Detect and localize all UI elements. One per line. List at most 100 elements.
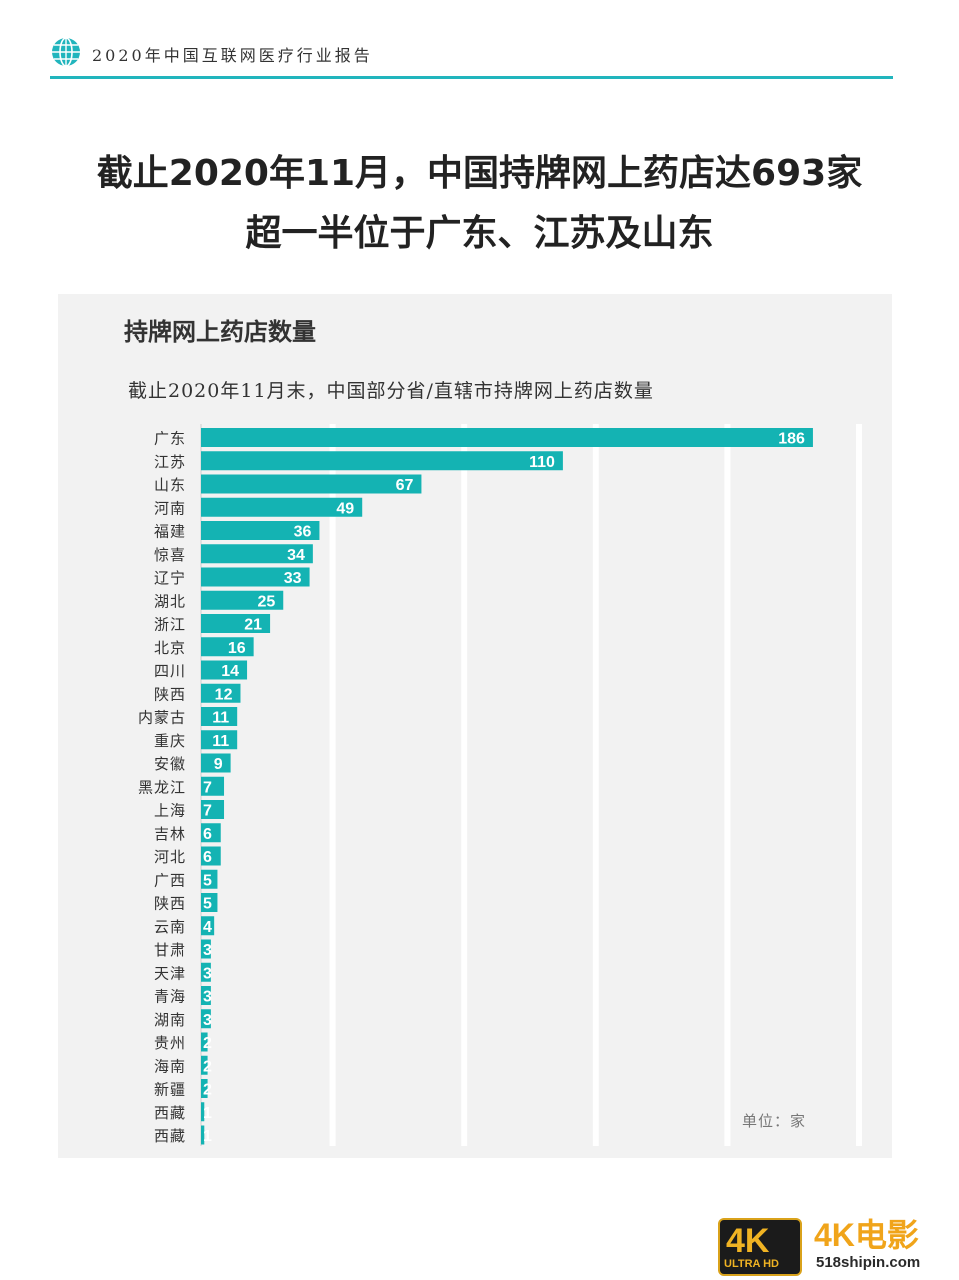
bar	[201, 544, 313, 564]
watermark: 4K ULTRA HD 4K电影 518shipin.com	[718, 1200, 959, 1280]
category-label: 河南	[154, 499, 186, 517]
bar	[201, 1055, 208, 1075]
bar	[201, 1125, 205, 1145]
data-label: 9	[214, 756, 223, 773]
data-label: 1	[203, 1105, 212, 1122]
category-label: 河北	[154, 848, 186, 866]
watermark-badge-big: 4K	[726, 1222, 770, 1260]
category-label: 北京	[154, 639, 186, 657]
bar	[201, 916, 215, 936]
category-label: 陕西	[154, 685, 186, 703]
bar	[201, 823, 221, 843]
bar	[201, 846, 221, 866]
bar	[201, 869, 218, 889]
bar	[201, 986, 211, 1005]
report-title: 2020年中国互联网医疗行业报告	[92, 46, 373, 65]
category-label: 重庆	[154, 732, 186, 750]
data-label: 33	[284, 570, 302, 587]
bar	[201, 800, 225, 819]
data-label: 12	[215, 686, 233, 703]
category-label: 湖南	[154, 1011, 186, 1029]
chart-title: 持牌网上药店数量	[124, 318, 316, 346]
bar	[201, 637, 254, 657]
data-label: 3	[203, 989, 212, 1006]
data-label: 5	[203, 896, 212, 913]
data-label: 21	[244, 617, 262, 634]
category-label: 青海	[154, 988, 186, 1006]
bar	[201, 590, 284, 610]
category-label: 黑龙江	[138, 778, 186, 796]
category-label: 甘肃	[154, 941, 186, 959]
category-label: 贵州	[154, 1034, 186, 1052]
category-label: 山东	[154, 476, 186, 494]
bar	[201, 567, 310, 587]
watermark-url: 518shipin.com	[816, 1254, 921, 1271]
bar	[201, 683, 241, 703]
category-label: 海南	[154, 1057, 186, 1075]
bar	[201, 1079, 208, 1098]
data-label: 11	[212, 710, 229, 727]
category-label: 云南	[154, 918, 186, 936]
category-label: 天津	[154, 964, 186, 982]
data-label: 3	[203, 965, 212, 982]
bar	[201, 753, 231, 773]
bar	[201, 893, 218, 912]
bar	[201, 962, 211, 982]
data-label: 7	[203, 803, 212, 820]
bar	[201, 707, 238, 726]
data-label: 2	[203, 1058, 212, 1075]
category-label: 新疆	[154, 1081, 186, 1099]
data-label: 2	[203, 1082, 212, 1099]
bar	[201, 1009, 211, 1029]
bar	[201, 428, 813, 447]
watermark-brand: 4K电影	[814, 1217, 919, 1253]
report-header: 2020年中国互联网医疗行业报告	[50, 36, 893, 76]
bar	[201, 776, 225, 796]
category-label: 福建	[154, 523, 186, 541]
data-label: 110	[529, 454, 555, 471]
bar	[201, 451, 563, 471]
data-label: 1	[203, 1128, 212, 1145]
category-label: 广东	[154, 430, 186, 448]
bar	[201, 1102, 205, 1122]
category-label: 江苏	[154, 453, 186, 471]
bar	[201, 497, 363, 517]
watermark-badge: 4K ULTRA HD	[718, 1218, 802, 1276]
data-label: 2	[203, 1035, 212, 1052]
category-label: 吉林	[154, 825, 186, 843]
unit-label: 单位：家	[742, 1112, 807, 1130]
bar	[201, 474, 422, 494]
data-label: 67	[396, 477, 414, 494]
data-label: 7	[203, 779, 212, 796]
header-divider	[50, 76, 893, 79]
category-label: 惊喜	[154, 546, 186, 564]
bar	[201, 939, 211, 959]
category-label: 四川	[154, 662, 186, 680]
headline-line-1: 截止2020年11月，中国持牌网上药店达693家	[96, 153, 863, 194]
category-label: 辽宁	[154, 569, 186, 587]
data-label: 16	[228, 640, 246, 657]
data-label: 6	[203, 849, 212, 866]
category-label: 上海	[154, 802, 186, 820]
category-label: 浙江	[154, 616, 186, 634]
data-label: 3	[203, 1012, 212, 1029]
data-label: 6	[203, 826, 212, 843]
category-label: 西藏	[154, 1127, 186, 1145]
bar	[201, 521, 320, 540]
data-label: 25	[257, 593, 275, 610]
category-label: 陕西	[154, 895, 186, 913]
data-label: 11	[212, 733, 229, 750]
category-label: 安徽	[154, 755, 186, 773]
watermark-badge-small: ULTRA HD	[724, 1258, 779, 1270]
bar	[201, 1032, 208, 1052]
data-label: 36	[294, 524, 312, 541]
data-label: 5	[203, 872, 212, 889]
data-label: 14	[221, 663, 239, 680]
data-label: 3	[203, 942, 212, 959]
category-label: 广西	[154, 871, 186, 889]
bar	[201, 660, 248, 680]
data-label: 186	[778, 431, 805, 448]
headline-line-2: 超一半位于广东、江苏及山东	[245, 213, 714, 254]
category-label: 湖北	[154, 592, 186, 610]
